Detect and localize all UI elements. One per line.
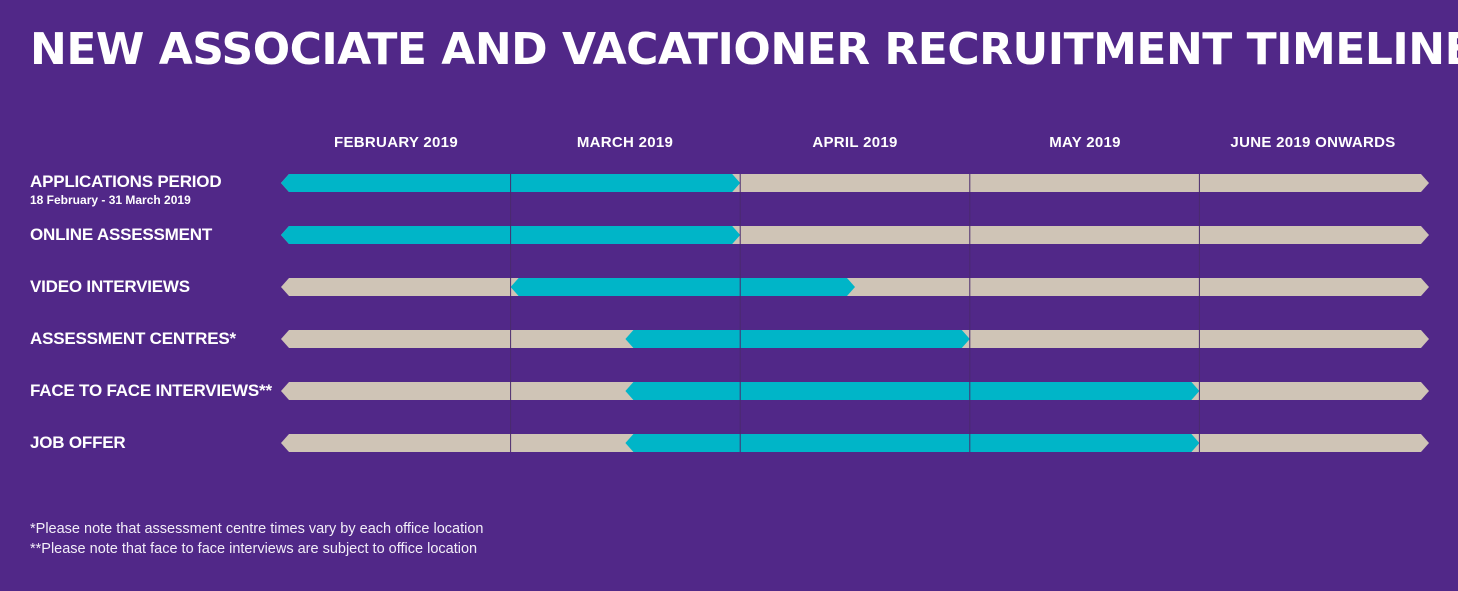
page-title: NEW ASSOCIATE AND VACATIONER RECRUITMENT… — [30, 24, 1458, 75]
row-label-applications: APPLICATIONS PERIOD — [30, 172, 222, 191]
row-label-job-offer: JOB OFFER — [30, 433, 126, 452]
month-header-may: MAY 2019 — [1049, 134, 1121, 151]
timeline-bar — [625, 330, 970, 348]
timeline-bar — [625, 382, 1200, 400]
month-header-jun: JUNE 2019 ONWARDS — [1230, 134, 1396, 151]
timeline-bar — [625, 434, 1200, 452]
row-label-face-to-face: FACE TO FACE INTERVIEWS** — [30, 381, 272, 400]
row-label-video-interviews: VIDEO INTERVIEWS — [30, 277, 190, 296]
footnote-face-to-face: **Please note that face to face intervie… — [30, 541, 478, 557]
month-header-feb: FEBRUARY 2019 — [334, 134, 458, 151]
row-label-assessment-centres: ASSESSMENT CENTRES* — [30, 329, 236, 348]
month-header-mar: MARCH 2019 — [576, 134, 674, 151]
month-header-apr: APRIL 2019 — [812, 134, 898, 151]
footnote-assessment-centres: *Please note that assessment centre time… — [30, 521, 484, 537]
timeline-bar — [510, 278, 855, 296]
row-label-online-assessment: ONLINE ASSESSMENT — [30, 225, 213, 244]
row-sublabel-applications: 18 February - 31 March 2019 — [30, 193, 191, 207]
